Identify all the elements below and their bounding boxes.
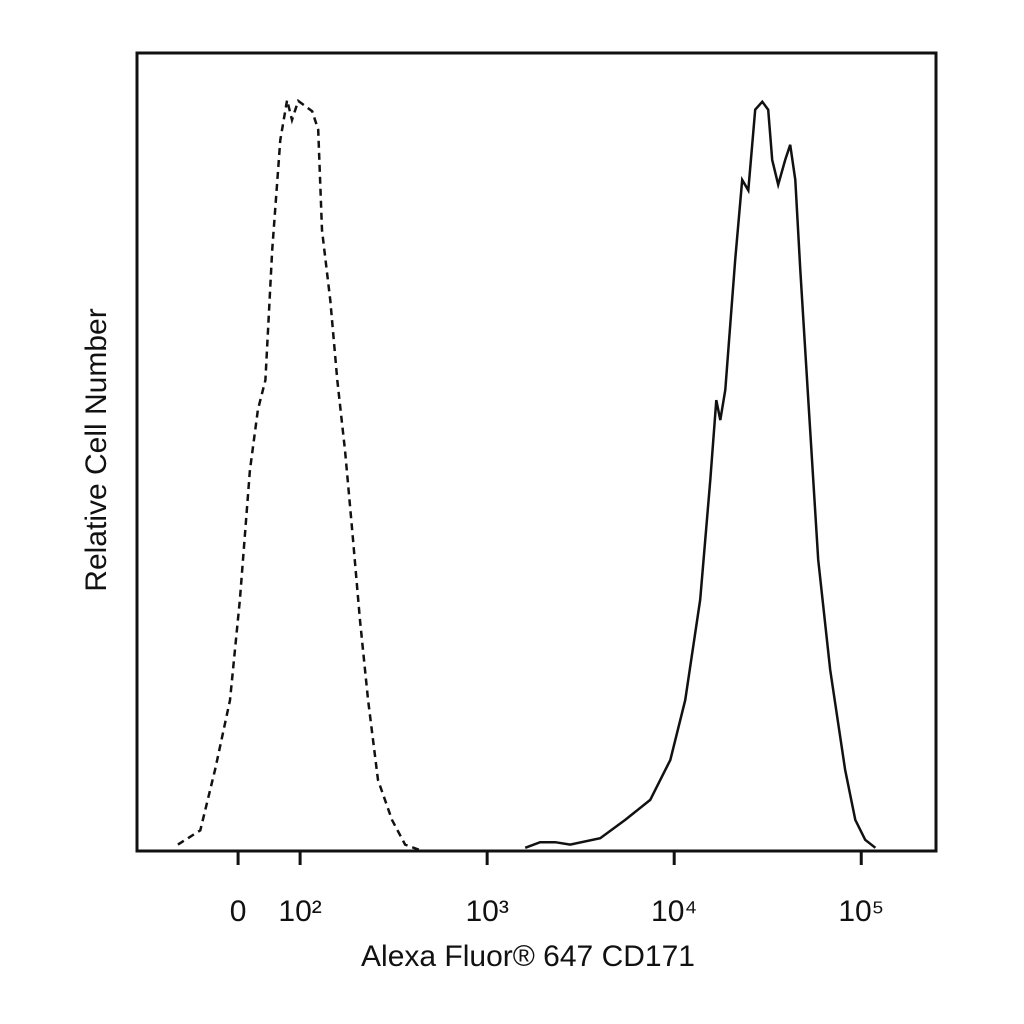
histogram-line — [524, 99, 877, 849]
x-tick-label: 10⁵ — [838, 895, 884, 928]
x-tick-label: 10⁴ — [651, 895, 697, 928]
x-axis-label: Alexa Fluor® 647 CD171 — [361, 940, 695, 973]
histogram-line — [177, 98, 421, 852]
x-tick-label: 10² — [278, 895, 321, 928]
plot-frame — [135, 51, 938, 853]
x-tick-label: 0 — [230, 895, 247, 928]
x-tick-label: 10³ — [465, 895, 508, 928]
y-axis-label: Relative Cell Number — [80, 308, 113, 591]
